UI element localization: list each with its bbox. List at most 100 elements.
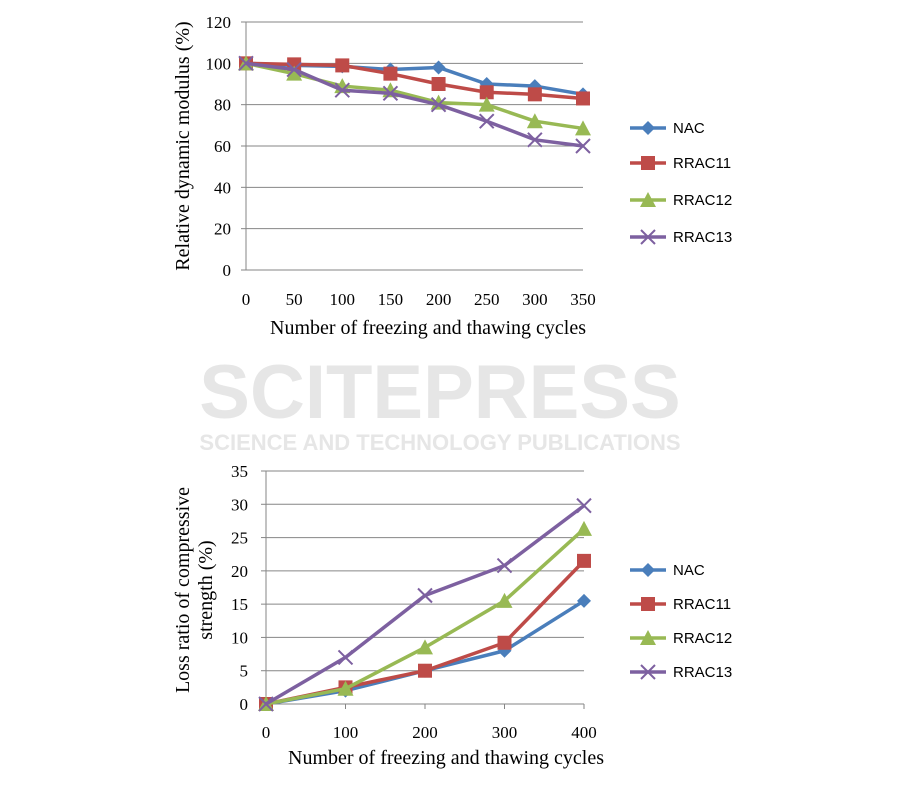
- data-point-rrac12: [478, 96, 495, 112]
- series-line-rrac12: [245, 61, 584, 131]
- x-tick-label: 350: [570, 290, 596, 309]
- x-tick-label: 0: [262, 723, 271, 742]
- legend-item-nac: NAC: [630, 120, 705, 137]
- legend-marker: [640, 664, 656, 680]
- legend-label: RRAC13: [673, 229, 732, 246]
- data-point-rrac13: [576, 497, 592, 514]
- chart-loss-ratio-compressive-strength: 0 5 10 15 20 25 30 35 0 100 200 300 400 Number of fre…: [172, 462, 732, 769]
- y-tick-label: 20: [231, 562, 248, 581]
- x-tick-label: 0: [242, 290, 251, 309]
- data-point-rrac12: [526, 113, 543, 129]
- legend-label: NAC: [673, 562, 705, 579]
- data-point-rrac13: [417, 587, 433, 604]
- series-line-rrac13: [245, 61, 584, 148]
- data-point-rrac11: [497, 635, 512, 650]
- y-tick-label: 25: [231, 529, 248, 548]
- y-tick-label: 35: [231, 462, 248, 481]
- series-rrac13: [258, 497, 592, 712]
- y-tick-label: 20: [214, 220, 231, 239]
- data-point-nac: [577, 593, 591, 608]
- chart-relative-dynamic-modulus: 0 20 40 60 80 100 120 0 50 100 150 200 250 300 350 Numb…: [172, 13, 732, 339]
- x-tick-label: 50: [286, 290, 303, 309]
- legend-item-rrac11: RRAC11: [630, 596, 731, 613]
- x-tick-label: 250: [474, 290, 500, 309]
- legend-item-rrac12: RRAC12: [630, 630, 732, 647]
- legend-label: RRAC11: [673, 596, 731, 613]
- data-point-nac: [431, 60, 446, 75]
- x-axis-label: Number of freezing and thawing cycles: [270, 317, 586, 339]
- y-tick-label: 80: [214, 96, 231, 115]
- data-point-rrac11: [431, 77, 446, 91]
- data-point-rrac11: [418, 663, 432, 678]
- data-point-rrac13: [238, 55, 254, 72]
- x-tick-label: 300: [492, 723, 518, 742]
- data-point-rrac12: [575, 120, 591, 136]
- x-tick-label: 150: [378, 290, 404, 309]
- data-point-rrac13: [479, 113, 495, 129]
- legend-label: RRAC12: [673, 630, 732, 647]
- legend-marker: [641, 597, 655, 611]
- legend-label: RRAC12: [673, 192, 732, 209]
- x-tick-label: 400: [571, 723, 597, 742]
- x-axis-label: Number of freezing and thawing cycles: [288, 747, 604, 769]
- data-point-rrac13: [575, 138, 591, 154]
- legend-item-nac: NAC: [630, 562, 705, 579]
- y-tick-label: 100: [206, 54, 232, 73]
- data-point-rrac12: [496, 592, 513, 608]
- y-tick-label: 120: [206, 13, 232, 32]
- data-point-rrac13: [286, 61, 302, 78]
- legend-marker: [640, 630, 656, 645]
- x-tick-label: 200: [426, 290, 452, 309]
- legend-item-rrac11: RRAC11: [630, 155, 731, 172]
- y-tick-label: 30: [231, 495, 248, 514]
- data-point-rrac13: [527, 132, 543, 148]
- data-point-rrac11: [576, 91, 590, 106]
- data-point-rrac12: [286, 65, 303, 81]
- legend-item-rrac12: RRAC12: [630, 192, 732, 209]
- data-point-rrac12: [417, 639, 433, 655]
- y-axis-label: strength (%): [195, 540, 217, 639]
- legend-label: RRAC11: [673, 155, 731, 172]
- y-tick-label: 0: [240, 695, 249, 714]
- y-tick-label: 0: [223, 261, 232, 280]
- data-point-rrac13: [382, 85, 399, 102]
- y-tick-label: 40: [214, 178, 231, 197]
- legend-item-rrac13: RRAC13: [630, 229, 732, 246]
- legend-marker: [641, 563, 655, 577]
- y-tick-label: 60: [214, 137, 231, 156]
- data-point-rrac13: [258, 696, 274, 712]
- y-axis-label: Relative dynamic modulus (%): [172, 21, 194, 270]
- legend-label: RRAC13: [673, 664, 732, 681]
- legend-item-rrac13: RRAC13: [630, 664, 732, 681]
- x-tick-label: 200: [412, 723, 438, 742]
- y-tick-label: 15: [231, 595, 248, 614]
- y-axis-label: Loss ratio of compressive: [172, 487, 194, 693]
- x-tick-label: 100: [330, 290, 356, 309]
- series-rrac11: [259, 553, 591, 711]
- data-point-rrac13: [334, 82, 350, 98]
- data-point-rrac11: [577, 553, 591, 568]
- data-point-rrac13: [337, 649, 354, 666]
- legend-marker: [641, 156, 655, 170]
- data-point-rrac13: [430, 96, 447, 113]
- watermark: SCITEPRESS SCIENCE AND TECHNOLOGY PUBLIC…: [199, 350, 680, 455]
- legend-label: NAC: [673, 120, 705, 137]
- series-rrac12: [258, 520, 592, 711]
- legend-marker: [640, 192, 656, 207]
- watermark-title: SCITEPRESS: [199, 350, 680, 435]
- data-point-rrac12: [337, 680, 354, 696]
- y-tick-label: 10: [231, 628, 248, 647]
- data-point-rrac11: [527, 87, 542, 102]
- legend-marker: [641, 121, 655, 135]
- legend-marker: [640, 229, 656, 245]
- series-line-rrac11: [245, 61, 584, 101]
- x-tick-label: 100: [333, 723, 359, 742]
- data-point-rrac11: [335, 58, 350, 73]
- y-tick-label: 5: [240, 662, 249, 681]
- x-tick-label: 300: [522, 290, 548, 309]
- series-rrac13: [238, 55, 591, 154]
- watermark-subtitle: SCIENCE AND TECHNOLOGY PUBLICATIONS: [199, 430, 680, 455]
- data-point-rrac11: [383, 66, 398, 81]
- data-point-rrac12: [576, 520, 592, 536]
